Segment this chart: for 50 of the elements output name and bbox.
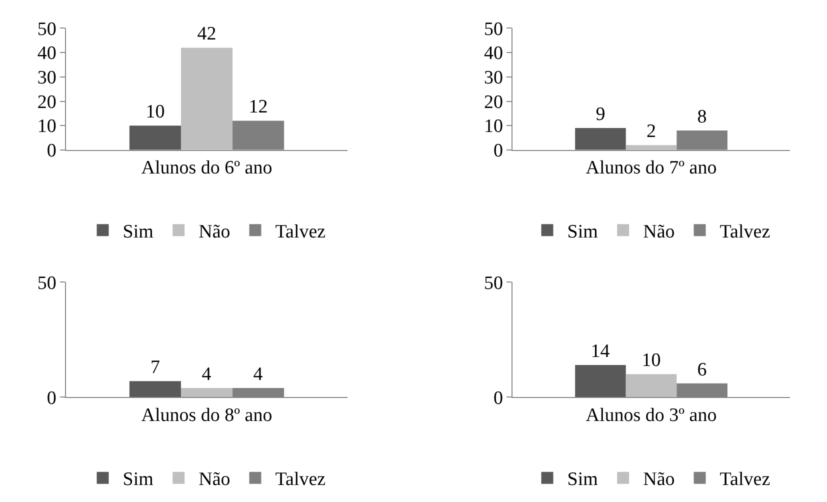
y-tick-label: 40 xyxy=(37,43,56,64)
data-label: 10 xyxy=(642,350,661,372)
y-tick-label: 0 xyxy=(493,140,503,162)
legend-label: Não xyxy=(643,222,675,243)
bar xyxy=(575,128,626,150)
y-tick-label: 50 xyxy=(484,272,503,294)
data-label: 6 xyxy=(697,359,707,380)
y-tick-label: 10 xyxy=(484,116,503,138)
y-tick-label: 0 xyxy=(493,388,503,409)
legend-label: Não xyxy=(643,469,675,490)
data-label: 42 xyxy=(197,24,216,45)
legend-label: Talvez xyxy=(275,469,326,490)
y-tick-label: 30 xyxy=(37,68,56,89)
y-tick-label: 40 xyxy=(484,43,503,64)
legend-label: Sim xyxy=(122,222,154,243)
legend-label: Talvez xyxy=(275,222,326,243)
x-tick-label: Alunos do 3º ano xyxy=(586,404,717,426)
bar xyxy=(180,48,233,150)
bar xyxy=(575,364,626,398)
y-tick-label: 0 xyxy=(46,388,56,409)
legend-label: Sim xyxy=(567,222,598,243)
y-tick-label: 20 xyxy=(37,92,56,113)
y-tick-label: 50 xyxy=(37,272,56,294)
data-label: 14 xyxy=(590,340,610,362)
legend-label: Sim xyxy=(122,469,154,490)
legend-label: Sim xyxy=(567,469,598,490)
y-tick-label: 0 xyxy=(46,140,56,162)
y-tick-label: 10 xyxy=(37,116,56,138)
data-label: 2 xyxy=(646,121,656,142)
legend-label: Não xyxy=(198,222,230,243)
y-tick-label: 50 xyxy=(484,18,503,40)
x-tick-label: Alunos do 7º ano xyxy=(586,158,717,179)
bar xyxy=(129,126,181,150)
y-tick-label: 50 xyxy=(37,18,56,40)
data-label: 4 xyxy=(253,364,264,385)
bar xyxy=(626,145,677,150)
y-tick-label: 30 xyxy=(484,68,503,89)
bar xyxy=(626,374,677,398)
x-tick-label: Alunos do 6º ano xyxy=(141,158,272,179)
x-tick-label: Alunos do 8º ano xyxy=(141,404,272,426)
data-label: 12 xyxy=(248,96,268,118)
y-tick-label: 20 xyxy=(484,92,503,113)
data-label: 4 xyxy=(202,364,212,385)
legend-label: Talvez xyxy=(720,222,770,243)
data-label: 7 xyxy=(150,357,160,378)
data-label: 9 xyxy=(596,104,606,126)
data-label: 8 xyxy=(697,106,707,128)
legend-label: Talvez xyxy=(720,469,770,490)
legend-label: Não xyxy=(198,469,230,490)
data-label: 10 xyxy=(146,102,165,123)
